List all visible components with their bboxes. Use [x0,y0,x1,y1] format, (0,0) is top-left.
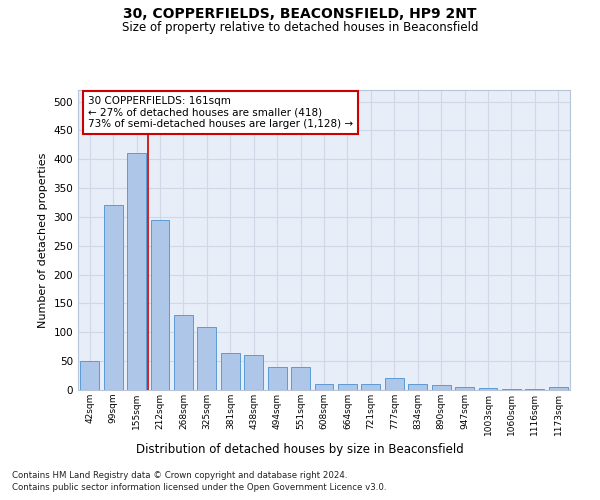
Bar [151,220,169,390]
Bar [174,315,193,390]
Bar [268,367,287,390]
Bar [291,367,310,390]
Bar [432,386,451,390]
Bar [104,206,122,390]
Bar [80,361,99,390]
Bar [502,389,521,390]
Bar [549,387,568,390]
Bar [479,388,497,390]
Bar [244,356,263,390]
Text: Size of property relative to detached houses in Beaconsfield: Size of property relative to detached ho… [122,21,478,34]
Bar [338,384,357,390]
Text: Distribution of detached houses by size in Beaconsfield: Distribution of detached houses by size … [136,442,464,456]
Bar [127,154,146,390]
Bar [455,387,474,390]
Bar [385,378,404,390]
Text: 30 COPPERFIELDS: 161sqm
← 27% of detached houses are smaller (418)
73% of semi-d: 30 COPPERFIELDS: 161sqm ← 27% of detache… [88,96,353,129]
Text: 30, COPPERFIELDS, BEACONSFIELD, HP9 2NT: 30, COPPERFIELDS, BEACONSFIELD, HP9 2NT [123,8,477,22]
Bar [314,384,334,390]
Bar [409,384,427,390]
Bar [361,384,380,390]
Text: Contains public sector information licensed under the Open Government Licence v3: Contains public sector information licen… [12,484,386,492]
Bar [197,326,216,390]
Text: Contains HM Land Registry data © Crown copyright and database right 2024.: Contains HM Land Registry data © Crown c… [12,471,347,480]
Bar [221,352,239,390]
Y-axis label: Number of detached properties: Number of detached properties [38,152,48,328]
